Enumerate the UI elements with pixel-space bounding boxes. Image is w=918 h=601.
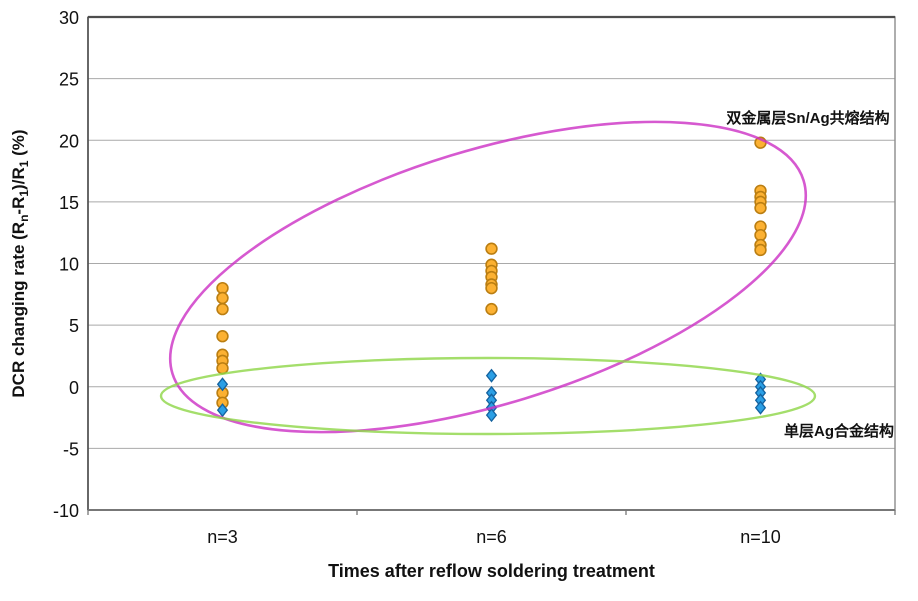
data-point-circle [485, 281, 498, 295]
y-axis-title-subscript: n [17, 215, 31, 222]
series-snag-circles [216, 136, 767, 409]
x-tick-label-n-3: n=3 [207, 527, 238, 547]
data-point-circle [485, 242, 498, 255]
data-point-diamond [485, 408, 498, 423]
data-point-circle [485, 302, 498, 316]
y-axis-title-subscript: 1 [17, 190, 31, 197]
data-point-circle [754, 201, 767, 215]
y-tick-label-15: 15 [59, 193, 79, 213]
data-point-circle [216, 330, 229, 343]
series-ag-diamonds [216, 368, 767, 423]
data-point-diamond [216, 403, 229, 418]
y-tick-label-20: 20 [59, 131, 79, 151]
x-axis-title: Times after reflow soldering treatment [328, 561, 655, 581]
snag-group-ellipse [168, 120, 808, 434]
y-tick-label--5: -5 [63, 439, 79, 459]
annotation-snag-structure: 双金属层Sn/Ag共熔结构 [726, 109, 889, 127]
y-axis-title-segment: )/R [9, 167, 28, 190]
data-point-diamond [216, 377, 229, 392]
y-tick-label-30: 30 [59, 8, 79, 28]
y-axis-title: DCR changing rate (Rn-R1)/R1 (%) [9, 129, 31, 397]
y-tick-label--10: -10 [53, 501, 79, 521]
data-point-circle [754, 243, 767, 257]
y-tick-label-25: 25 [59, 70, 79, 90]
y-axis-title-segment: (%) [9, 129, 28, 160]
annotation-ag-structure: 单层Ag合金结构 [784, 422, 894, 440]
ag-group-ellipse [159, 356, 817, 436]
y-tick-label-5: 5 [69, 316, 79, 336]
x-tick-label-n-6: n=6 [476, 527, 507, 547]
y-tick-label-10: 10 [59, 255, 79, 275]
data-point-circle [216, 302, 229, 316]
data-point-circle [216, 291, 229, 305]
y-tick-label-0: 0 [69, 378, 79, 398]
y-axis-title-segment: -R [9, 197, 28, 215]
data-point-diamond [754, 400, 767, 415]
y-axis-title-segment: DCR changing rate (R [9, 222, 28, 398]
x-tick-label-n-10: n=10 [740, 527, 781, 547]
data-point-diamond [485, 368, 498, 383]
y-axis-title-subscript: 1 [17, 160, 31, 167]
